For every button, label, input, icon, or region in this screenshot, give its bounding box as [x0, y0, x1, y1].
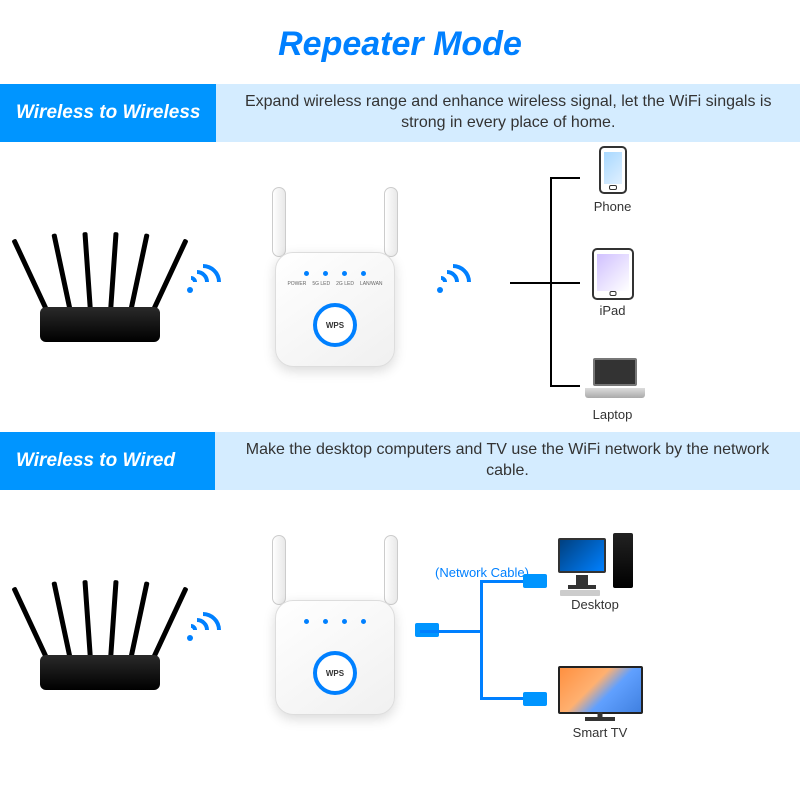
device-label: Smart TV	[573, 725, 628, 740]
device-label: iPad	[599, 303, 625, 318]
led-label: 2G LED	[336, 281, 354, 287]
device-laptop: Laptop	[585, 350, 640, 422]
device-label: Phone	[594, 199, 632, 214]
phone-icon	[599, 146, 627, 194]
section-label: Wireless to Wireless	[0, 84, 216, 142]
led-label: POWER	[287, 281, 306, 287]
main-title: Repeater Mode	[0, 0, 800, 84]
repeater-icon: WPS	[250, 535, 420, 725]
laptop-icon	[585, 358, 640, 398]
router-icon	[30, 570, 170, 690]
wifi-signal-icon	[435, 257, 485, 307]
section-header: Wireless to Wired Make the desktop compu…	[0, 432, 800, 490]
device-tree: Phone iPad Laptop	[510, 157, 770, 407]
diagram-wired: WPS (Network Cable) Desktop	[0, 490, 800, 770]
cable-tree: (Network Cable) Desktop Smart TV	[425, 510, 770, 750]
wps-label: WPS	[326, 669, 344, 678]
section-wireless: Wireless to Wireless Expand wireless ran…	[0, 84, 800, 422]
device-label: Desktop	[571, 597, 619, 612]
section-header: Wireless to Wireless Expand wireless ran…	[0, 84, 800, 142]
led-label: 5G LED	[312, 281, 330, 287]
device-phone: Phone	[585, 142, 640, 214]
section-wired: Wireless to Wired Make the desktop compu…	[0, 432, 800, 770]
cable-label: (Network Cable)	[435, 565, 529, 580]
router-icon	[30, 222, 170, 342]
led-label: LAN/WAN	[360, 281, 383, 287]
device-tablet: iPad	[585, 246, 640, 318]
tablet-icon	[592, 248, 634, 300]
device-desktop: Desktop	[555, 530, 635, 612]
tv-icon	[558, 666, 643, 721]
diagram-wireless: POWER 5G LED 2G LED LAN/WAN WPS Phone	[0, 142, 800, 422]
wps-label: WPS	[326, 321, 344, 330]
desktop-icon	[558, 533, 633, 593]
repeater-icon: POWER 5G LED 2G LED LAN/WAN WPS	[250, 187, 420, 377]
section-description: Make the desktop computers and TV use th…	[215, 432, 800, 490]
section-description: Expand wireless range and enhance wirele…	[216, 84, 800, 142]
wifi-signal-icon	[185, 257, 235, 307]
device-label: Laptop	[593, 407, 633, 422]
section-label: Wireless to Wired	[0, 432, 215, 490]
connector-icon	[523, 574, 547, 588]
connector-icon	[523, 692, 547, 706]
wifi-signal-icon	[185, 605, 235, 655]
device-tv: Smart TV	[555, 663, 645, 740]
